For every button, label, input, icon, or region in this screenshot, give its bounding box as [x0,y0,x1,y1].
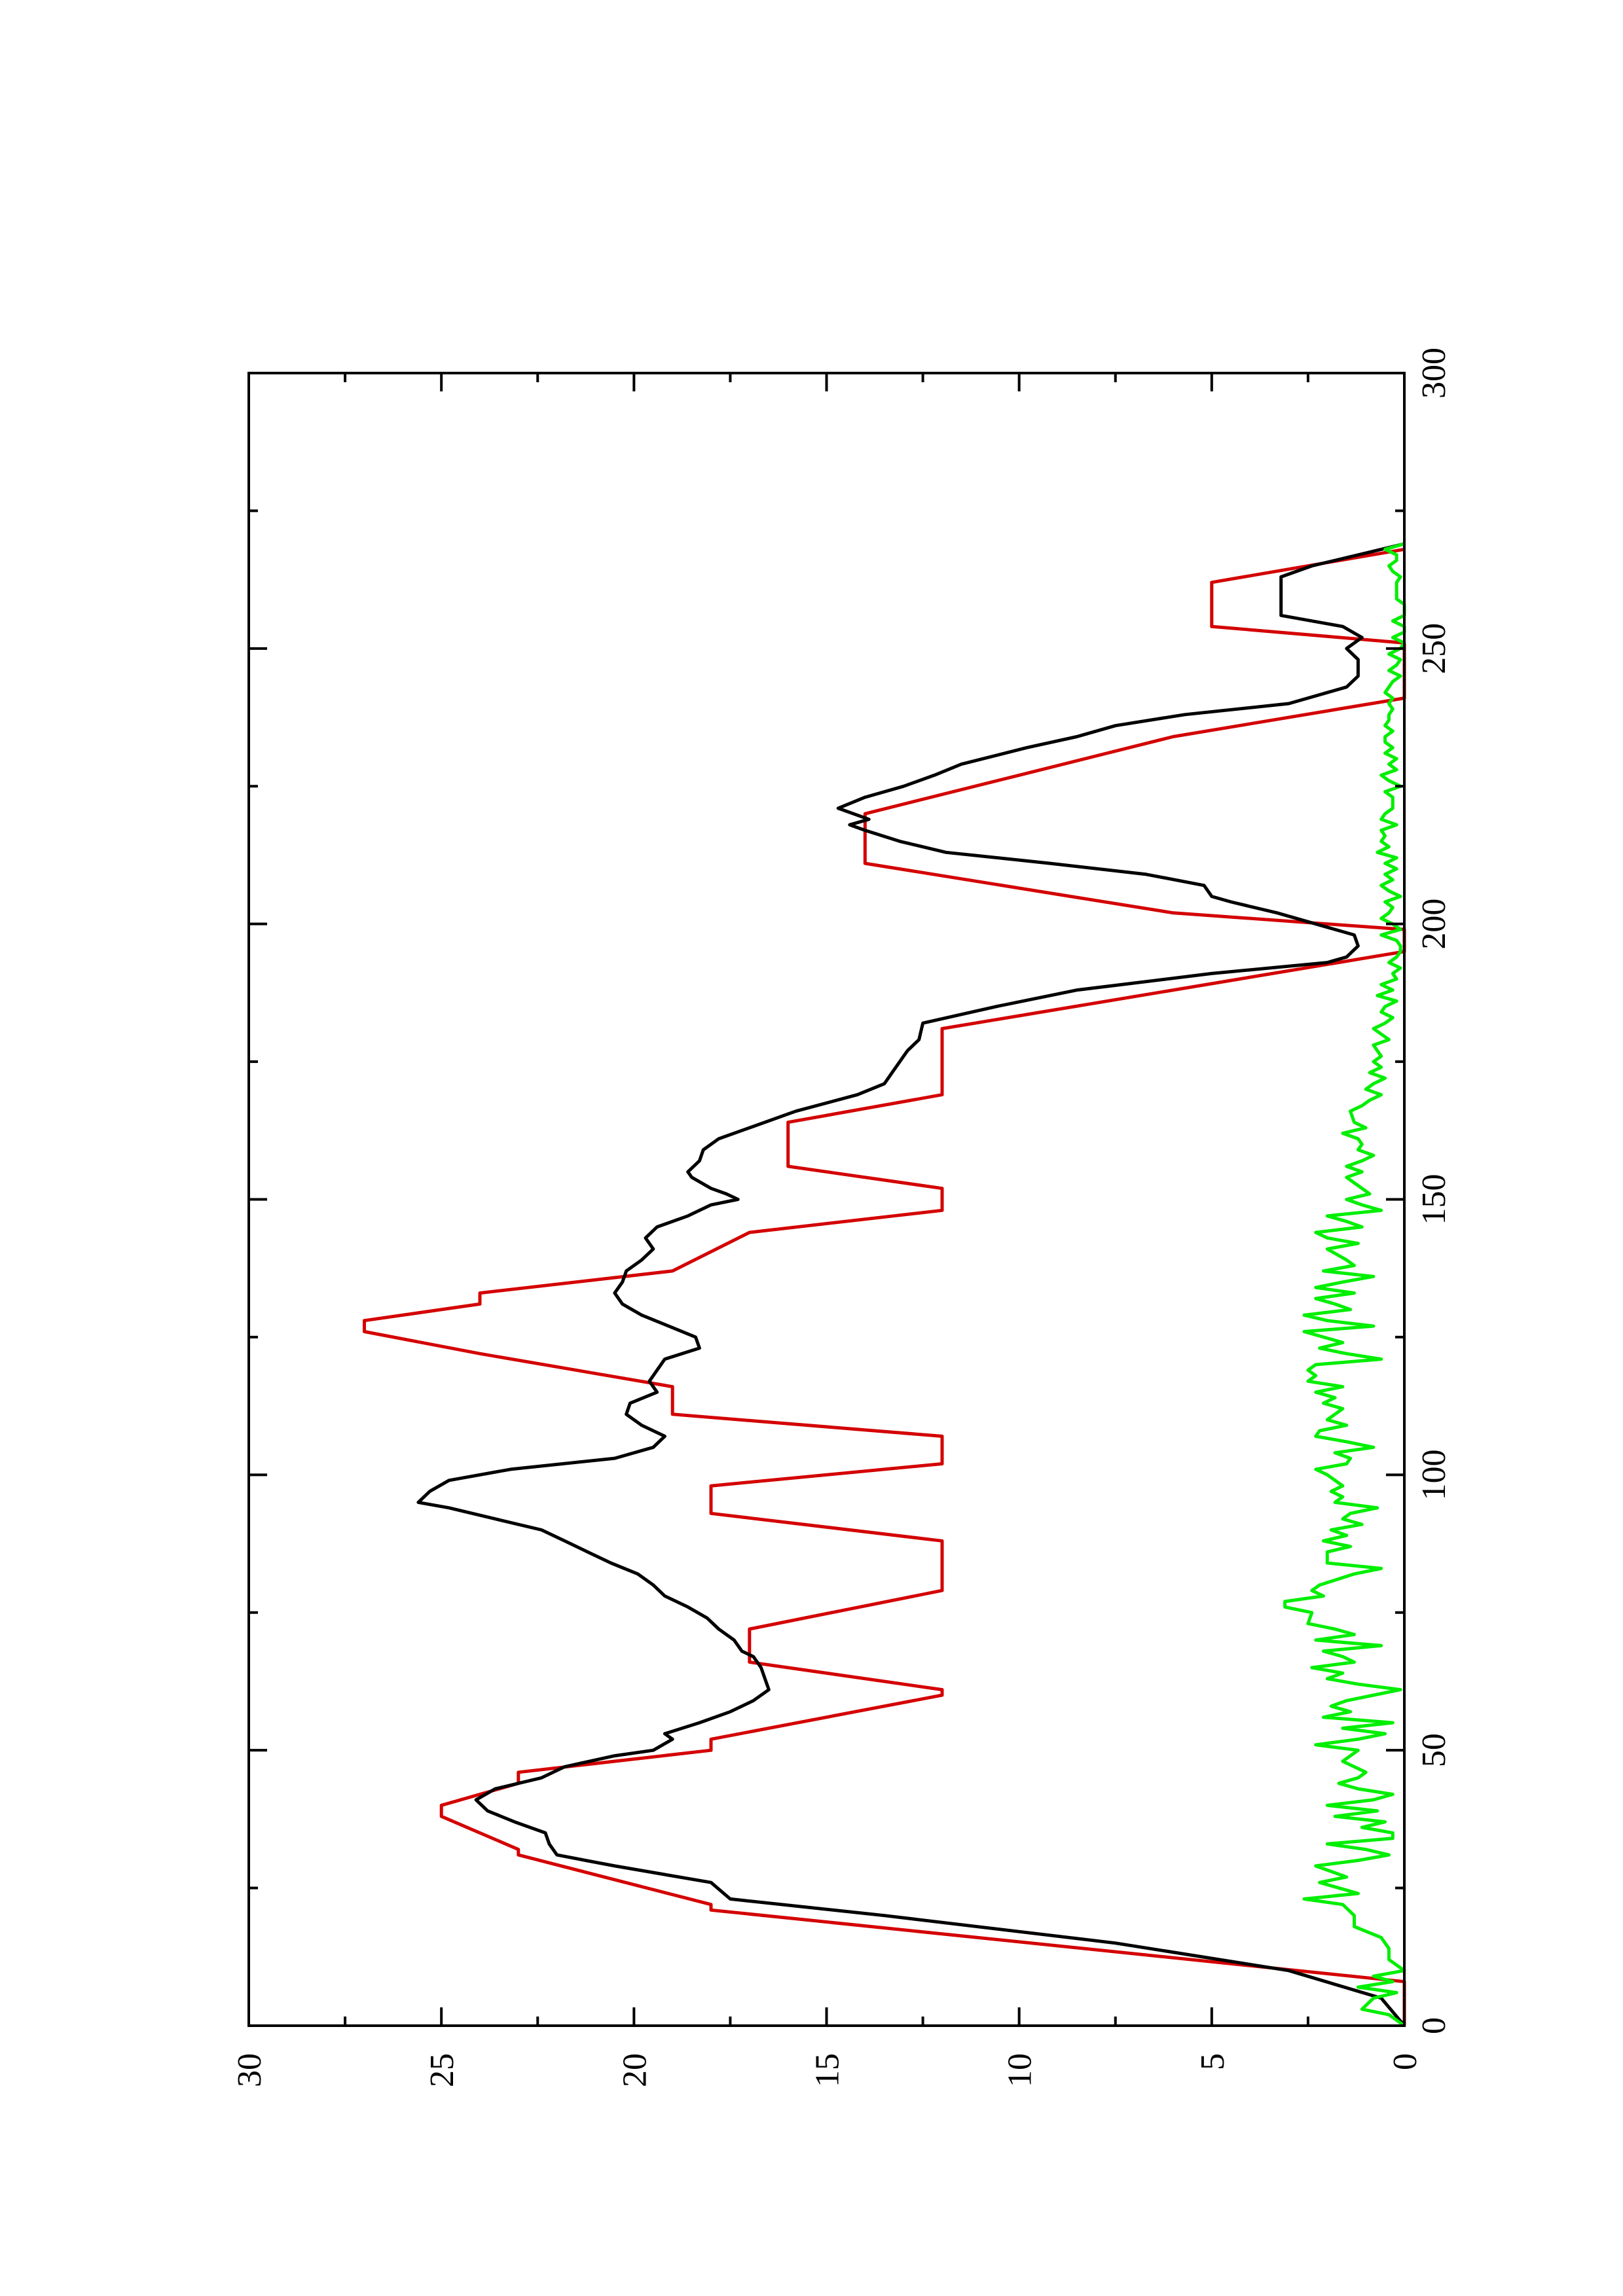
y-tick-label: 20 [616,2053,653,2087]
y-tick-label: 25 [424,2053,461,2087]
x-tick-label: 250 [1415,623,1453,674]
x-tick-label: 100 [1415,1449,1453,1500]
y-tick-label: 30 [231,2053,268,2087]
series-line-2 [416,542,1406,2027]
x-tick-label: 150 [1415,1174,1453,1225]
y-tick-label: 5 [1194,2053,1231,2070]
x-tick-label: 200 [1415,899,1453,950]
x-tick-label: 300 [1415,348,1453,399]
x-tick-label: 0 [1415,2017,1453,2034]
ticks-layer [247,372,1406,2027]
y-tick-label: 15 [809,2053,847,2087]
labels-layer: 0 50 100 150 200 250 300 0 5 10 15 20 25 30 [231,348,1453,2087]
y-tick-label: 0 [1387,2053,1424,2070]
x-tick-label: 50 [1415,1733,1453,1767]
y-tick-label: 10 [1002,2053,1039,2087]
